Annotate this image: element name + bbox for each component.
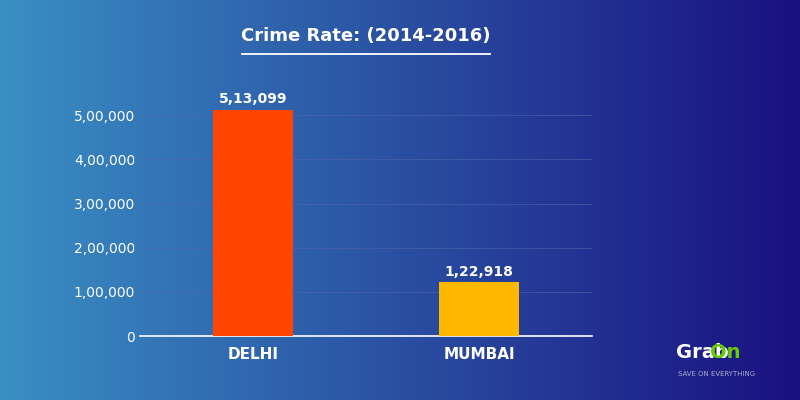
Text: Crime Rate: (2014-2016): Crime Rate: (2014-2016) [242,27,490,45]
Bar [214,110,293,336]
Text: 1,22,918: 1,22,918 [445,265,514,279]
Text: Grab: Grab [676,342,729,362]
Text: SAVE ON EVERYTHING: SAVE ON EVERYTHING [678,371,755,377]
Text: On: On [710,342,741,362]
Bar [439,282,518,336]
Text: 5,13,099: 5,13,099 [218,92,287,106]
